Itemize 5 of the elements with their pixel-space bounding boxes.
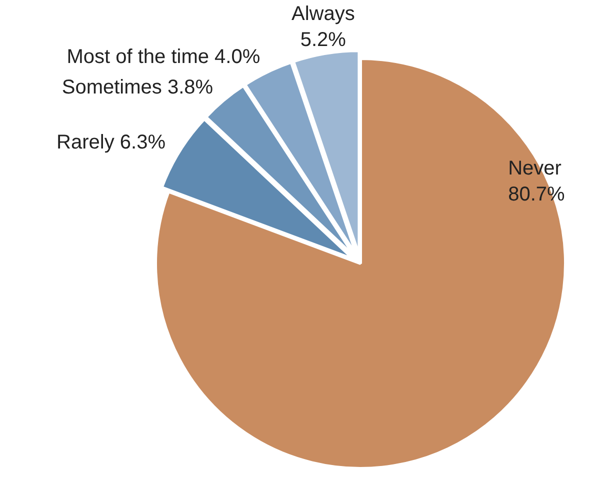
slice-label: Most of the time 4.0% [66,46,260,68]
slice-label: Rarely 6.3% [56,131,166,154]
slice-label: Always [291,2,355,25]
slice-label: Sometimes 3.8% [62,76,214,99]
data-label: 5.2% [300,29,346,52]
